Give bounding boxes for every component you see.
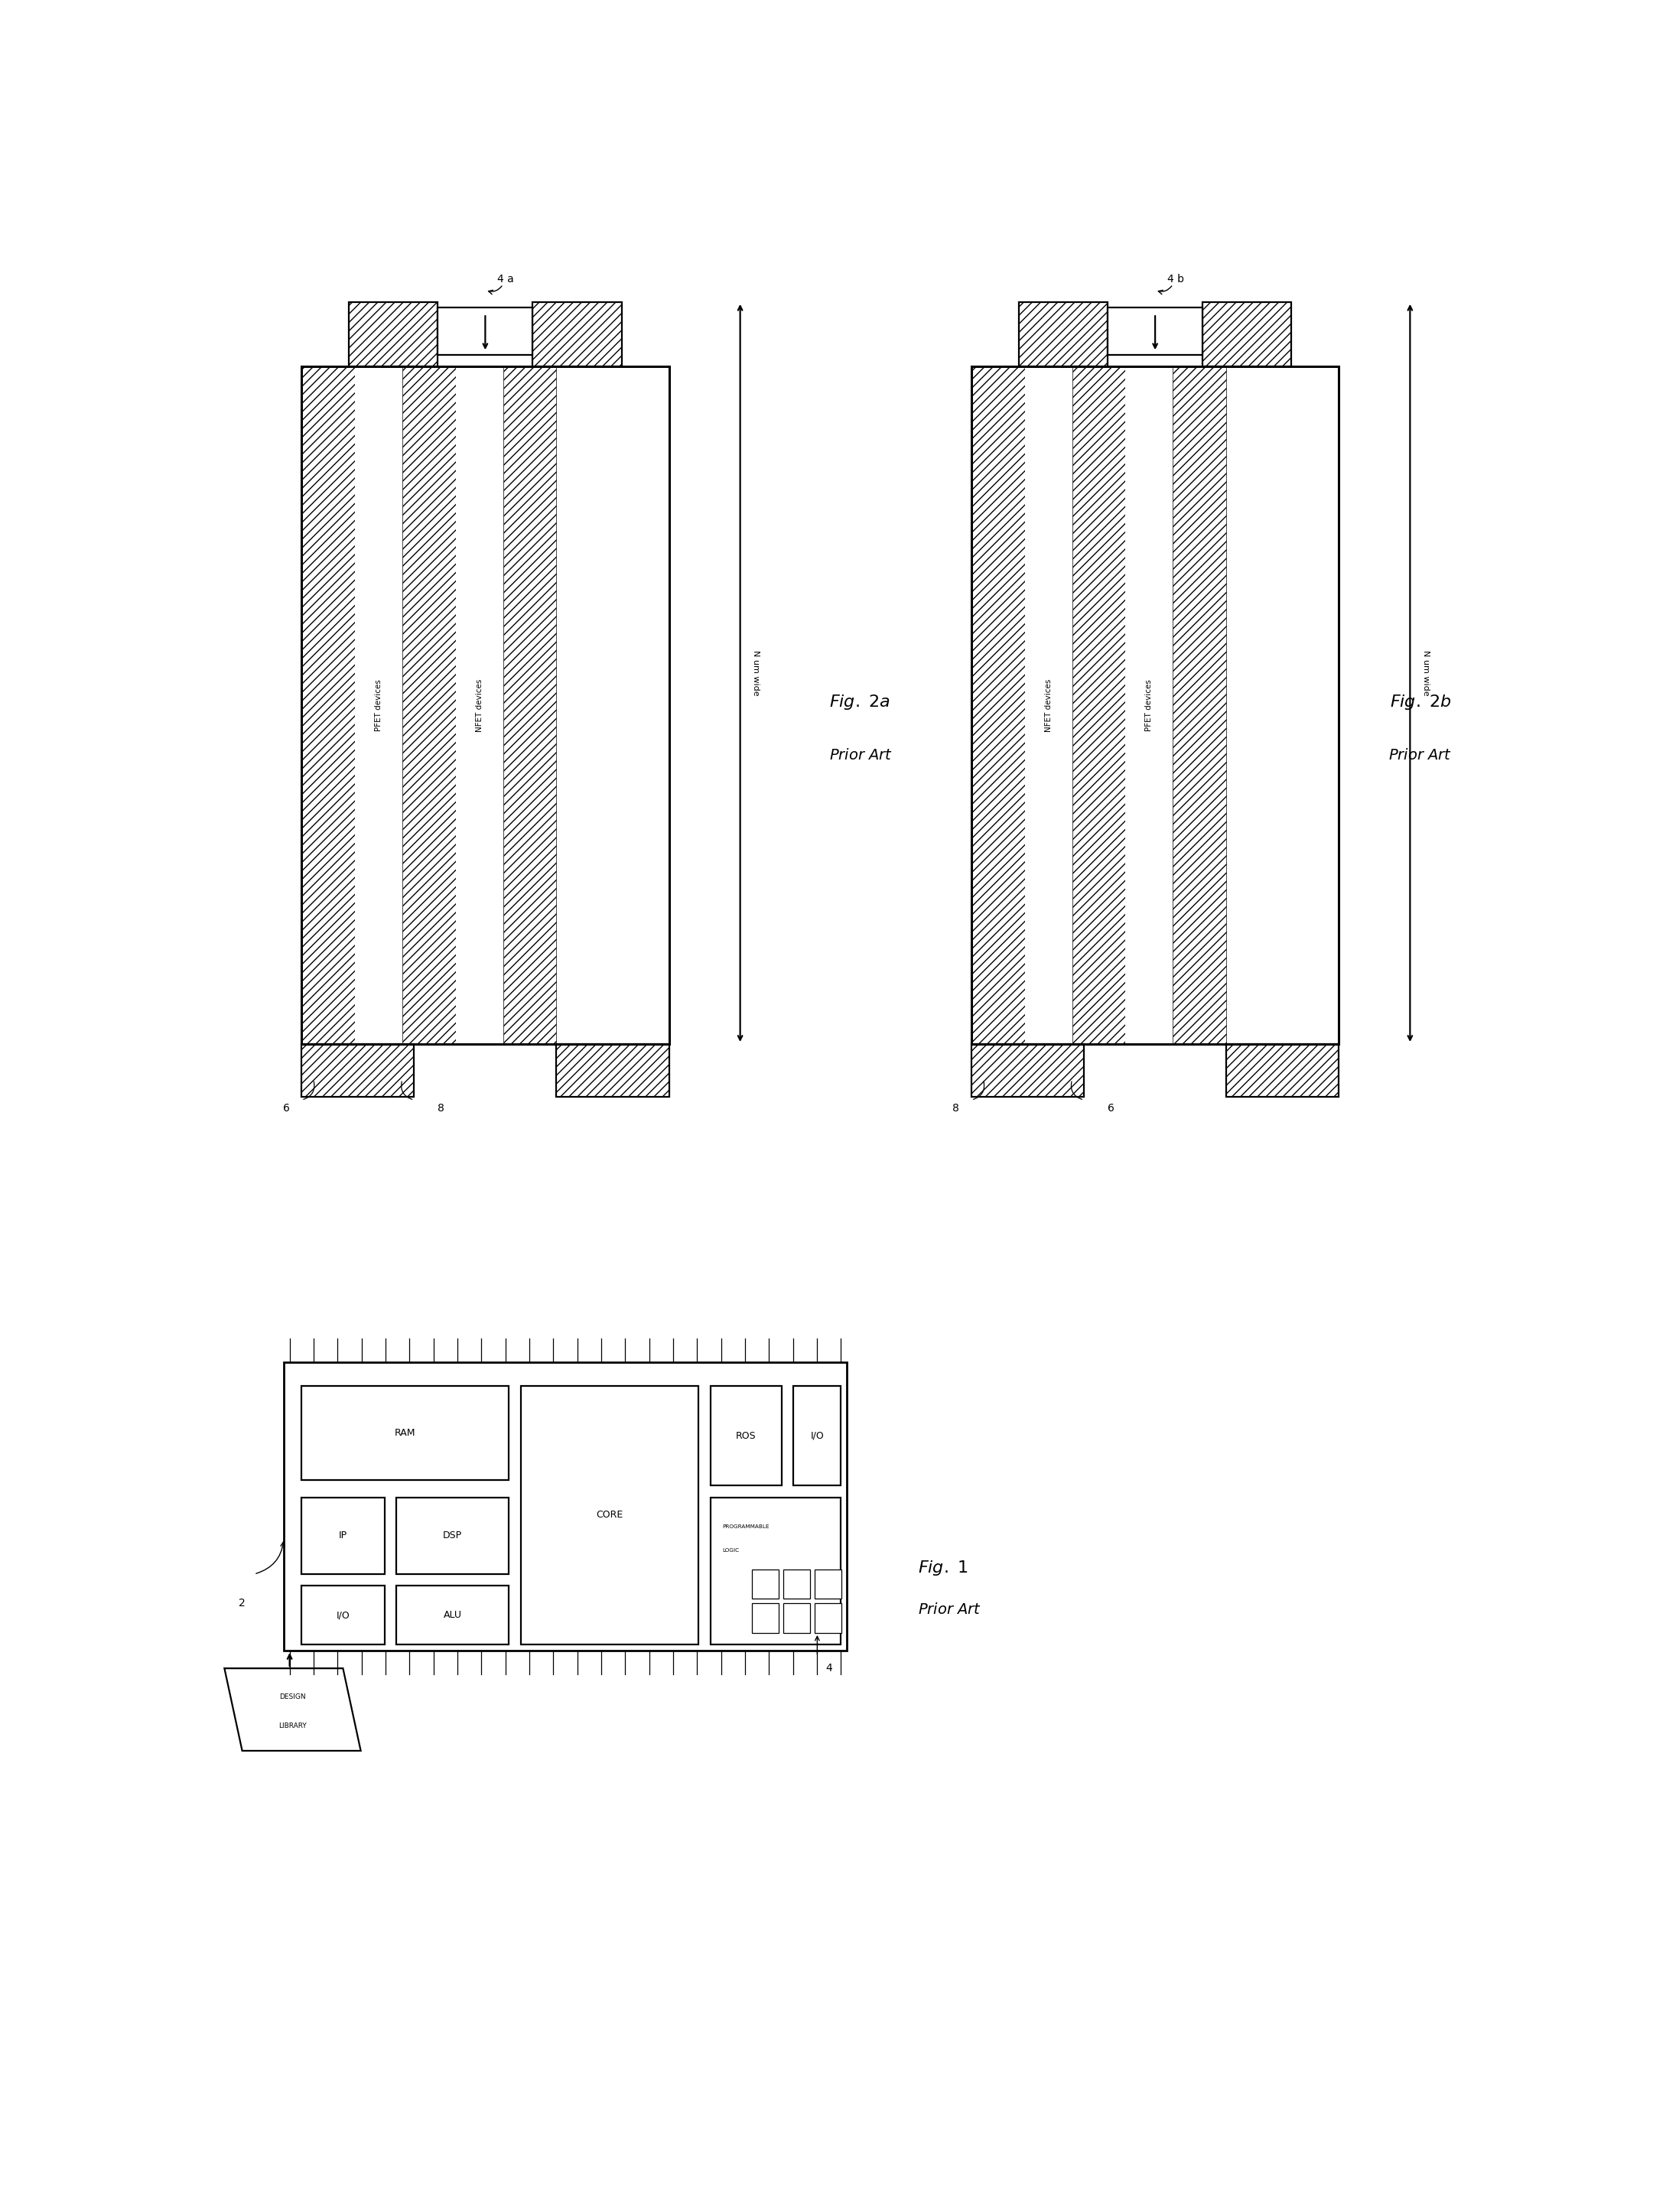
Bar [301, 1385, 509, 1480]
Bar [438, 307, 532, 354]
Bar [456, 367, 503, 1044]
Bar [784, 1568, 810, 1599]
Text: 8: 8 [438, 1104, 445, 1113]
Bar [1227, 1044, 1339, 1097]
Text: $\mathit{Fig.\ 2a}$: $\mathit{Fig.\ 2a}$ [830, 692, 891, 712]
Text: 6: 6 [283, 1104, 289, 1113]
Bar [557, 1044, 669, 1097]
Bar [752, 1568, 779, 1599]
Bar [1108, 307, 1202, 354]
Text: $\mathit{Prior\ Art}$: $\mathit{Prior\ Art}$ [917, 1601, 982, 1617]
Text: $\mathit{Fig.\ 2b}$: $\mathit{Fig.\ 2b}$ [1390, 692, 1451, 712]
Text: $\mathit{Prior\ Art}$: $\mathit{Prior\ Art}$ [830, 748, 893, 763]
Bar [284, 1363, 846, 1650]
Text: IP: IP [339, 1531, 347, 1542]
Bar [503, 367, 557, 1044]
Text: I/O: I/O [810, 1431, 823, 1440]
Text: CORE: CORE [597, 1511, 623, 1520]
Bar [1174, 367, 1227, 1044]
Bar [532, 303, 622, 367]
Bar [1018, 303, 1108, 367]
Bar [815, 1568, 841, 1599]
Text: I/O: I/O [336, 1610, 350, 1619]
Text: 4: 4 [826, 1663, 833, 1674]
Bar [1025, 367, 1073, 1044]
Text: ROS: ROS [736, 1431, 757, 1440]
Bar [521, 1385, 699, 1646]
Bar [1202, 303, 1291, 367]
Text: LIBRARY: LIBRARY [278, 1723, 307, 1730]
Bar [784, 1604, 810, 1632]
Bar [402, 367, 456, 1044]
Bar [301, 1586, 385, 1646]
Bar [793, 1385, 841, 1486]
Text: NFET devices: NFET devices [1045, 679, 1053, 732]
Bar [532, 303, 622, 367]
Bar [397, 1498, 509, 1575]
Bar [301, 367, 355, 1044]
Bar [1073, 367, 1126, 1044]
Text: PFET devices: PFET devices [375, 679, 382, 732]
Bar [972, 1044, 1084, 1097]
Bar [711, 1385, 782, 1486]
Bar [355, 367, 402, 1044]
Text: 4 b: 4 b [1167, 274, 1184, 285]
Text: RAM: RAM [395, 1427, 417, 1438]
Bar [301, 1498, 385, 1575]
Text: LOGIC: LOGIC [722, 1548, 739, 1553]
Bar [397, 1586, 509, 1646]
Bar [301, 1044, 415, 1097]
Bar [1018, 303, 1108, 367]
Bar [972, 1044, 1084, 1097]
Bar [972, 367, 1025, 1044]
Bar [1227, 1044, 1339, 1097]
Bar [972, 367, 1339, 1044]
Text: ALU: ALU [443, 1610, 461, 1619]
Text: DESIGN: DESIGN [279, 1694, 306, 1701]
Bar [557, 1044, 669, 1097]
Bar [301, 1044, 415, 1097]
Text: 8: 8 [952, 1104, 959, 1113]
Text: N um wide: N um wide [752, 650, 760, 697]
Text: $\mathit{Prior\ Art}$: $\mathit{Prior\ Art}$ [1389, 748, 1451, 763]
Text: DSP: DSP [443, 1531, 463, 1542]
Text: 4 a: 4 a [498, 274, 514, 285]
Text: 6: 6 [1108, 1104, 1114, 1113]
Bar [349, 303, 438, 367]
Text: 2: 2 [238, 1599, 246, 1608]
Bar [711, 1498, 841, 1646]
Bar [752, 1604, 779, 1632]
Bar [1202, 303, 1291, 367]
Text: PFET devices: PFET devices [1146, 679, 1154, 732]
Bar [815, 1604, 841, 1632]
Bar [301, 367, 669, 1044]
Text: $\mathit{Fig.\ 1}$: $\mathit{Fig.\ 1}$ [917, 1559, 969, 1577]
Polygon shape [225, 1668, 360, 1750]
Bar [1126, 367, 1174, 1044]
Text: NFET devices: NFET devices [476, 679, 483, 732]
Text: N um wide: N um wide [1422, 650, 1430, 697]
Bar [349, 303, 438, 367]
Text: PROGRAMMABLE: PROGRAMMABLE [722, 1524, 769, 1528]
